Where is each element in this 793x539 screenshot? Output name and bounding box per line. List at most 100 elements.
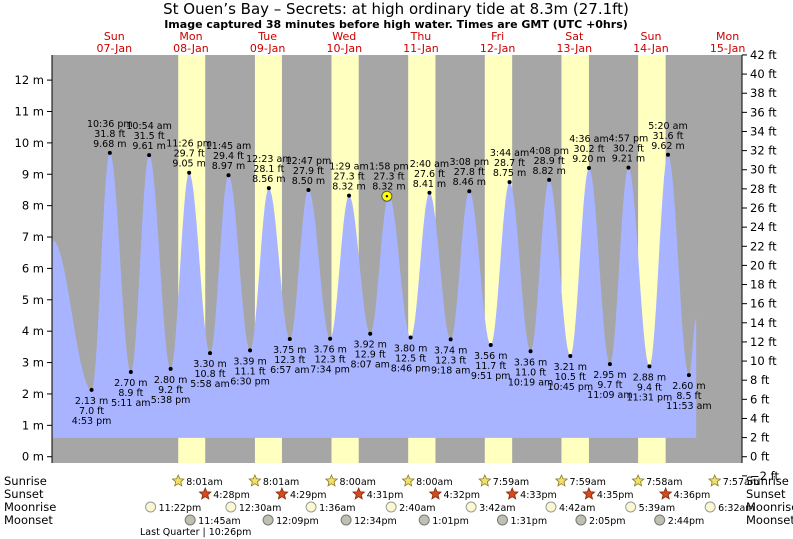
left-tick-label: 12 m (15, 73, 45, 87)
tide-label-line: 3.80 m (394, 343, 427, 354)
moonrise-icon (145, 501, 157, 513)
tide-label-line: 8.5 ft (676, 391, 701, 402)
tide-label-low: 3.75 m12.3 ft6:57 am (270, 345, 309, 376)
tide-area (52, 152, 697, 438)
tide-label-line: 27.3 ft (373, 172, 404, 183)
right-tick-label: 30 ft (750, 163, 777, 177)
sunrise-icon (631, 473, 645, 487)
moonrise-entry: 3:42am (465, 501, 516, 514)
tide-label-low: 3.76 m12.3 ft7:34 pm (310, 345, 350, 376)
tide-label-line: 4:53 pm (72, 416, 112, 427)
moonset-entry: 11:45am (184, 514, 241, 527)
moonset-icon (496, 514, 508, 526)
tide-label-low: 2.13 m7.0 ft4:53 pm (72, 396, 112, 427)
sunrise-time: 8:01am (186, 477, 222, 488)
moonset-icon (262, 514, 274, 526)
moonrise-icon (305, 501, 317, 513)
left-tick-label: 3 m (22, 356, 44, 370)
tide-label-line: 5:11 am (111, 398, 150, 409)
tide-point-low (89, 387, 94, 392)
tide-label-line: 3:08 pm (449, 157, 489, 168)
day-date: 09-Jan (250, 42, 286, 55)
day-date: 08-Jan (173, 42, 209, 55)
tide-point-high (626, 165, 631, 170)
tide-label-line: 12.5 ft (395, 353, 426, 364)
tide-point-low (607, 362, 612, 367)
right-tick-label: −2 ft (750, 469, 779, 483)
tide-point-low (328, 336, 333, 341)
sunrise-time: 7:59am (493, 477, 529, 488)
tide-label-line: 29.4 ft (213, 151, 244, 162)
moonrise-time: 6:32am (718, 503, 754, 514)
tide-point-low (168, 366, 173, 371)
tide-label-low: 3.30 m10.8 ft5:58 am (190, 359, 229, 390)
tide-point-low (208, 351, 213, 356)
sunset-icon (198, 486, 212, 500)
tide-label-line: 12:23 am (246, 154, 291, 165)
day-name: Mon (179, 30, 202, 43)
tide-point-high (306, 187, 311, 192)
tide-point-high (427, 190, 432, 195)
sunrise-entry: 8:01am (248, 473, 299, 488)
tide-label-line: 9.4 ft (637, 382, 662, 393)
tide-label-line: 9.2 ft (158, 385, 183, 396)
left-tick-label: 5 m (22, 293, 44, 307)
sunset-entry: 4:31pm (351, 486, 404, 501)
moonset-time: 12:09pm (276, 516, 319, 527)
tide-label-line: 1:29 am (329, 162, 368, 173)
sunset-entry: 4:29pm (275, 486, 327, 501)
tide-label-line: 9.7 ft (597, 380, 622, 391)
day-date: 14-Jan (633, 42, 669, 55)
tide-label-line: 3.39 m (233, 356, 266, 367)
tide-label-low: 3.56 m11.7 ft9:51 pm (471, 351, 511, 382)
tide-label-line: 9.68 m (93, 139, 126, 150)
tide-label-low: 3.92 m12.9 ft8:07 am (351, 340, 390, 371)
right-tick-label: 40 ft (750, 67, 777, 81)
tide-point-high (147, 153, 152, 158)
moon-phase-label: Last Quarter | 10:26pm (140, 527, 251, 538)
moonrise-icon (385, 501, 397, 513)
tide-label-line: 9.62 m (651, 141, 684, 152)
tide-label-line: 1:58 pm (369, 162, 409, 173)
tide-label-line: 7:34 pm (310, 365, 350, 376)
tide-label-line: 2.70 m (114, 378, 147, 389)
tide-point-low (408, 335, 413, 340)
tide-label-line: 2.95 m (593, 370, 626, 381)
moonset-icon (184, 514, 196, 526)
sunrise-time: 8:00am (340, 477, 376, 488)
tide-label-line: 3.21 m (554, 362, 587, 373)
sunset-row-label-left: Sunset (4, 487, 44, 501)
sunset-time: 4:31pm (367, 490, 404, 501)
tide-point-high (586, 165, 591, 170)
moonrise-time: 1:36am (319, 503, 355, 514)
tide-label-line: 27.9 ft (293, 166, 324, 177)
sunset-time: 4:36pm (674, 490, 711, 501)
tide-label-line: 8.50 m (292, 176, 325, 187)
right-tick-label: 0 ft (750, 450, 770, 464)
moonrise-time: 12:30am (239, 503, 281, 514)
tide-label-line: 11.1 ft (235, 366, 266, 377)
moonrise-entry: 11:22pm (145, 501, 201, 514)
moonrise-time: 4:42am (559, 503, 595, 514)
tide-label-low: 3.74 m12.3 ft9:18 am (431, 345, 470, 376)
moonset-icon (340, 514, 352, 526)
sunrise-entry: 8:00am (401, 473, 453, 488)
tide-label-low: 2.70 m8.9 ft5:11 am (111, 378, 150, 409)
tide-label-line: 8:46 pm (391, 363, 431, 374)
tide-label-line: 10.5 ft (555, 372, 586, 383)
day-name: Sun (640, 30, 661, 43)
sunrise-time: 8:00am (416, 477, 452, 488)
tide-label-line: 5:20 am (648, 121, 687, 132)
day-date: 11-Jan (403, 42, 439, 55)
sunset-entry: 4:36pm (658, 486, 711, 501)
